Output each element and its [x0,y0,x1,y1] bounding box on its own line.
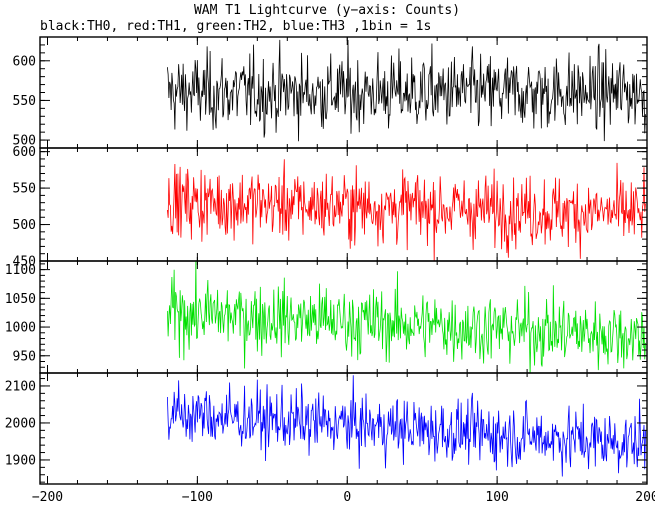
y-tick-label: 1050 [5,292,36,307]
y-tick-label: 1000 [5,321,36,336]
y-tick-label: 600 [13,145,36,160]
panel-th1: 450 500 550 600 [13,145,648,270]
x-axis: −200 −100 0 100 200 [32,490,655,505]
panel-th0: 500 550 600 [13,36,648,149]
y-tick-label: 2000 [5,416,36,431]
y-tick-label: 500 [13,218,36,233]
x-tick-label: 200 [635,490,655,505]
panel-th2: 950 1000 1050 1100 [5,260,648,374]
panel-frame [39,372,648,485]
y-tick-label: 550 [13,182,36,197]
y-tick-label: 450 [13,255,36,270]
series-line-th0 [167,39,646,142]
x-tick-label: −100 [182,490,213,505]
x-tick-label: 0 [343,490,351,505]
series-line-th1 [167,159,646,261]
x-tick-label: −200 [32,490,63,505]
y-tick-label: 550 [13,94,36,109]
chart-title: WAM T1 Lightcurve (y−axis: Counts) [194,3,460,18]
y-tick-label: 2100 [5,379,36,394]
series-line-th2 [167,261,646,373]
chart-subtitle: black:TH0, red:TH1, green:TH2, blue:TH3 … [40,19,431,34]
panel-th3: 1900 2000 2100 [5,372,648,485]
x-tick-label: 100 [485,490,508,505]
y-tick-label: 1900 [5,453,36,468]
y-tick-label: 600 [13,54,36,69]
y-tick-label: 1100 [5,263,36,278]
series-line-th3 [167,375,646,477]
y-tick-label: 950 [13,349,36,364]
y-tick-label: 500 [13,134,36,149]
panels-group: 500 550 600 450 500 550 600 950 1000 1050 1100 1900… [5,36,648,485]
